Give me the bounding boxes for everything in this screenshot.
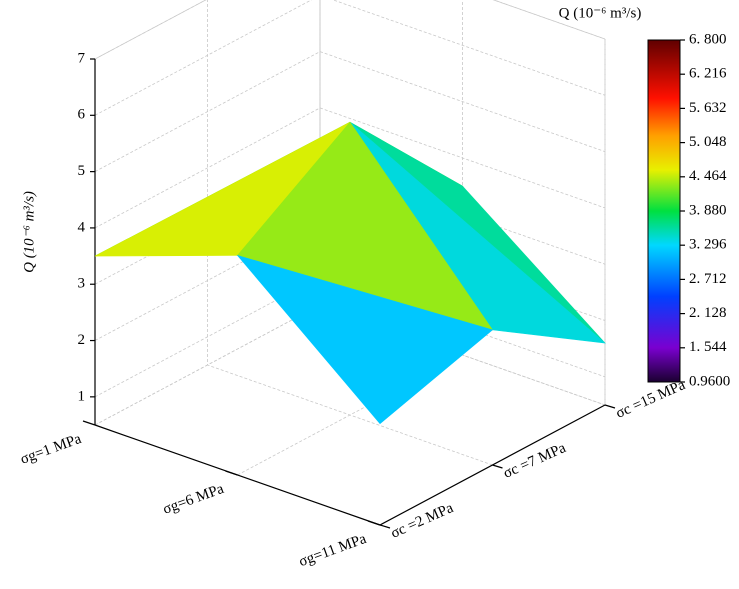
z-tick-label: 3 <box>78 276 86 292</box>
grid-line <box>94 0 606 116</box>
axis-line <box>367 520 381 526</box>
z-tick-label: 7 <box>78 50 86 66</box>
grid-line <box>94 51 606 172</box>
axis-line <box>225 470 238 476</box>
c-tick-label: σc =2 MPa <box>389 500 457 542</box>
colorbar-tick-label: 6. 216 <box>689 66 727 82</box>
colorbar-tick-label: 3. 880 <box>689 202 727 218</box>
axis-line <box>492 464 503 469</box>
grid-line <box>207 0 493 466</box>
g-tick-label: σg=11 MPa <box>297 531 369 570</box>
colorbar-tick-label: 2. 128 <box>689 305 727 321</box>
g-tick-label: σg=1 MPa <box>18 431 84 468</box>
colorbar-tick-label: 5. 632 <box>689 100 727 116</box>
colorbar-tick-label: 5. 048 <box>689 134 727 150</box>
axis-line <box>379 524 391 529</box>
z-tick-label: 1 <box>78 388 86 404</box>
colorbar-tick-label: 3. 296 <box>689 237 727 253</box>
colorbar-tick-label: 0.9600 <box>689 373 730 389</box>
colorbar-tick-label: 6. 800 <box>689 31 727 47</box>
c-tick-label: σc =7 MPa <box>501 440 569 482</box>
z-tick-label: 4 <box>78 219 86 235</box>
axis-line <box>604 404 616 409</box>
c-tick-label: σc =15 MPa <box>614 377 688 422</box>
colorbar-tick-label: 2. 712 <box>689 271 727 287</box>
g-tick-label: σg=6 MPa <box>161 481 227 518</box>
colorbar-tick-label: 1. 544 <box>689 339 727 355</box>
colorbar-title: Q (10⁻⁶ m³/s) <box>559 5 642 21</box>
surface-facet <box>236 254 494 425</box>
z-tick-label: 2 <box>78 332 86 348</box>
z-tick-label: 5 <box>78 163 86 179</box>
z-axis-title: Q (10⁻⁶ m³/s) <box>21 191 37 273</box>
colorbar <box>647 39 681 383</box>
z-tick-label: 6 <box>78 107 86 123</box>
axis-line <box>82 420 96 426</box>
colorbar-tick-label: 4. 464 <box>689 168 727 184</box>
grid-line <box>94 0 606 60</box>
